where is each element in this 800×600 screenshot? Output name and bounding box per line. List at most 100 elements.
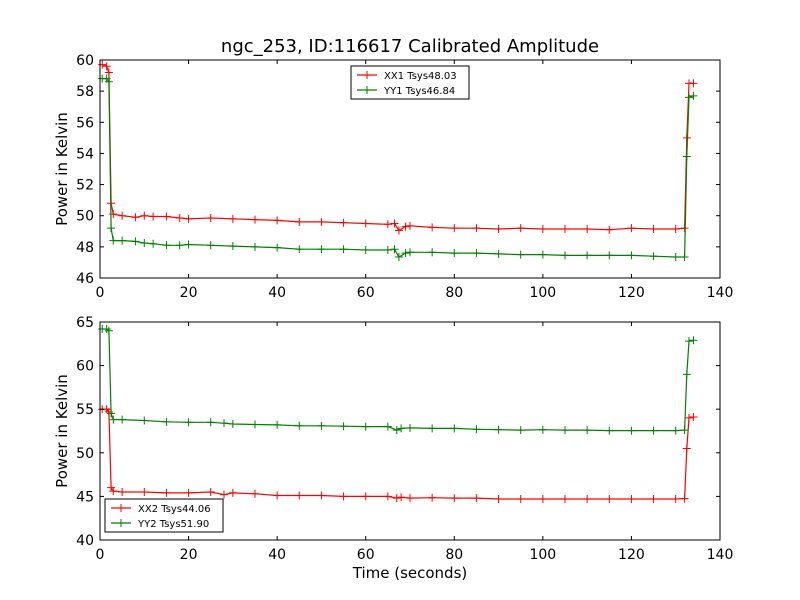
data-point: [118, 415, 127, 424]
data-point: [392, 426, 401, 435]
data-point: [140, 238, 149, 247]
data-point: [401, 222, 410, 231]
data-point: [131, 213, 140, 222]
data-point: [516, 250, 525, 259]
data-point: [627, 224, 636, 233]
data-point: [390, 245, 399, 254]
data-point: [102, 62, 111, 71]
data-point: [689, 413, 698, 422]
y-tick-label: 60: [76, 359, 94, 375]
data-point: [397, 424, 406, 433]
data-point: [680, 494, 689, 503]
data-point: [516, 426, 525, 435]
data-point: [649, 495, 658, 504]
y-tick-label: 45: [76, 489, 94, 505]
x-tick-label: 0: [96, 547, 105, 563]
data-point: [339, 245, 348, 254]
data-point: [251, 242, 259, 251]
data-point: [184, 418, 193, 427]
data-point: [228, 242, 237, 251]
data-point: [175, 241, 184, 250]
data-point: [361, 219, 370, 228]
bottom-panel: 0 20 40 60 80 100 120 140 40 45 50 55 60 65 Power in K…: [53, 315, 733, 582]
data-point: [671, 426, 680, 435]
data-point: [583, 495, 592, 504]
data-point: [140, 211, 149, 220]
x-tick-label: 140: [707, 547, 734, 563]
data-point: [175, 214, 184, 223]
y-tick-label: 54: [76, 146, 94, 162]
data-point: [649, 252, 658, 261]
legend-label: YY1 Tsys46.84: [383, 86, 455, 97]
data-point: [494, 224, 503, 233]
data-point: [472, 494, 481, 503]
x-tick-label: 120: [618, 547, 645, 563]
y-tick-label: 56: [76, 115, 94, 131]
data-point: [140, 416, 149, 425]
data-point: [685, 93, 693, 102]
data-point: [317, 491, 326, 500]
legend-marker: [363, 86, 371, 94]
data-point: [682, 370, 691, 379]
data-point: [361, 422, 370, 431]
data-point: [428, 248, 437, 257]
data-point: [671, 252, 680, 261]
data-point: [671, 495, 680, 504]
data-point: [184, 488, 193, 497]
data-point: [273, 420, 282, 429]
data-point: [295, 245, 304, 254]
data-point: [339, 218, 348, 227]
data-point: [131, 237, 140, 246]
data-point: [383, 422, 392, 431]
data-point: [450, 494, 459, 503]
chart-title: ngc_253, ID:116617 Calibrated Amplitude: [221, 36, 599, 57]
x-axis-label: Time (seconds): [352, 564, 468, 582]
y-tick-label: 60: [76, 53, 94, 69]
data-point: [149, 212, 158, 221]
data-point: [682, 152, 691, 161]
y-tick-label: 50: [76, 209, 94, 225]
data-point: [680, 252, 689, 261]
legend-marker: [117, 519, 125, 527]
data-point: [450, 424, 459, 433]
data-point: [228, 420, 237, 429]
x-tick-label: 140: [707, 285, 734, 301]
x-tick-label: 60: [357, 547, 375, 563]
y-axis-label: Power in Kelvin: [53, 112, 71, 226]
data-point: [494, 495, 503, 504]
y-tick-label: 65: [76, 315, 94, 331]
data-point: [450, 224, 459, 233]
data-point: [538, 495, 547, 504]
legend-marker: [363, 71, 371, 79]
data-point: [538, 425, 547, 434]
data-point: [406, 494, 414, 503]
data-point: [107, 409, 116, 418]
data-point: [397, 493, 406, 502]
data-point: [450, 249, 459, 258]
data-point: [689, 336, 698, 345]
legend-box: [104, 498, 224, 533]
x-tick-label: 0: [96, 285, 105, 301]
data-point: [273, 491, 282, 500]
data-point: [339, 422, 348, 431]
data-point: [680, 426, 689, 435]
x-tick-label: 80: [445, 285, 463, 301]
data-point: [685, 337, 693, 346]
data-point: [627, 251, 636, 260]
data-point: [428, 424, 437, 433]
y-tick-label: 40: [76, 533, 94, 549]
data-point: [104, 326, 113, 335]
data-point: [184, 214, 193, 223]
x-tick-label: 40: [268, 547, 286, 563]
data-point: [206, 488, 215, 497]
data-point: [251, 215, 259, 224]
data-point: [538, 250, 547, 259]
data-point: [109, 487, 118, 496]
data-point: [118, 236, 127, 245]
data-point: [228, 214, 237, 223]
data-point: [118, 211, 127, 220]
data-point: [394, 226, 403, 235]
data-point: [149, 239, 158, 248]
data-point: [317, 245, 326, 254]
